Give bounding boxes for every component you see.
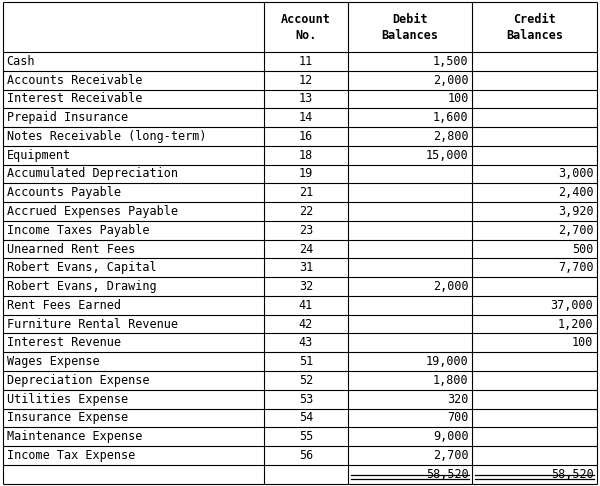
Text: Account
No.: Account No. (281, 13, 331, 42)
Text: 23: 23 (299, 224, 313, 237)
Text: Accounts Payable: Accounts Payable (7, 186, 121, 199)
Text: 2,000: 2,000 (433, 280, 469, 293)
Text: Maintenance Expense: Maintenance Expense (7, 430, 142, 443)
Text: 1,200: 1,200 (558, 317, 593, 330)
Text: Depreciation Expense: Depreciation Expense (7, 374, 149, 387)
Text: 13: 13 (299, 92, 313, 105)
Text: 2,400: 2,400 (558, 186, 593, 199)
Text: 43: 43 (299, 336, 313, 349)
Text: Interest Revenue: Interest Revenue (7, 336, 121, 349)
Text: Utilities Expense: Utilities Expense (7, 393, 128, 406)
Text: 55: 55 (299, 430, 313, 443)
Text: 9,000: 9,000 (433, 430, 469, 443)
Text: 16: 16 (299, 130, 313, 143)
Text: 2,700: 2,700 (558, 224, 593, 237)
Text: 1,800: 1,800 (433, 374, 469, 387)
Text: Wages Expense: Wages Expense (7, 355, 99, 368)
Text: 3,000: 3,000 (558, 168, 593, 180)
Text: Robert Evans, Capital: Robert Evans, Capital (7, 261, 156, 274)
Text: 53: 53 (299, 393, 313, 406)
Text: 2,000: 2,000 (433, 74, 469, 87)
Text: 58,520: 58,520 (551, 468, 593, 481)
Text: 56: 56 (299, 449, 313, 462)
Text: 320: 320 (447, 393, 469, 406)
Text: Debit
Balances: Debit Balances (382, 13, 439, 42)
Text: Rent Fees Earned: Rent Fees Earned (7, 299, 121, 312)
Text: 54: 54 (299, 411, 313, 424)
Text: Insurance Expense: Insurance Expense (7, 411, 128, 424)
Text: 42: 42 (299, 317, 313, 330)
Text: Accumulated Depreciation: Accumulated Depreciation (7, 168, 178, 180)
Text: Income Tax Expense: Income Tax Expense (7, 449, 135, 462)
Text: 51: 51 (299, 355, 313, 368)
Text: 37,000: 37,000 (551, 299, 593, 312)
Text: 19: 19 (299, 168, 313, 180)
Text: 24: 24 (299, 243, 313, 256)
Text: 100: 100 (447, 92, 469, 105)
Text: 12: 12 (299, 74, 313, 87)
Text: 2,700: 2,700 (433, 449, 469, 462)
Text: Cash: Cash (7, 55, 35, 68)
Text: 18: 18 (299, 149, 313, 162)
Text: Prepaid Insurance: Prepaid Insurance (7, 111, 128, 124)
Text: 1,600: 1,600 (433, 111, 469, 124)
Text: 2,800: 2,800 (433, 130, 469, 143)
Text: 22: 22 (299, 205, 313, 218)
Text: 21: 21 (299, 186, 313, 199)
Text: 14: 14 (299, 111, 313, 124)
Text: Notes Receivable (long-term): Notes Receivable (long-term) (7, 130, 206, 143)
Text: 58,520: 58,520 (426, 468, 469, 481)
Text: Equipment: Equipment (7, 149, 71, 162)
Text: 52: 52 (299, 374, 313, 387)
Text: 31: 31 (299, 261, 313, 274)
Text: 500: 500 (572, 243, 593, 256)
Text: Accounts Receivable: Accounts Receivable (7, 74, 142, 87)
Text: Interest Receivable: Interest Receivable (7, 92, 142, 105)
Text: 19,000: 19,000 (426, 355, 469, 368)
Text: 100: 100 (572, 336, 593, 349)
Text: 3,920: 3,920 (558, 205, 593, 218)
Text: 41: 41 (299, 299, 313, 312)
Text: Furniture Rental Revenue: Furniture Rental Revenue (7, 317, 178, 330)
Text: 7,700: 7,700 (558, 261, 593, 274)
Text: 11: 11 (299, 55, 313, 68)
Text: 32: 32 (299, 280, 313, 293)
Text: 700: 700 (447, 411, 469, 424)
Text: Income Taxes Payable: Income Taxes Payable (7, 224, 149, 237)
Text: 15,000: 15,000 (426, 149, 469, 162)
Text: Unearned Rent Fees: Unearned Rent Fees (7, 243, 135, 256)
Text: Credit
Balances: Credit Balances (506, 13, 563, 42)
Text: Robert Evans, Drawing: Robert Evans, Drawing (7, 280, 156, 293)
Text: 1,500: 1,500 (433, 55, 469, 68)
Text: Accrued Expenses Payable: Accrued Expenses Payable (7, 205, 178, 218)
